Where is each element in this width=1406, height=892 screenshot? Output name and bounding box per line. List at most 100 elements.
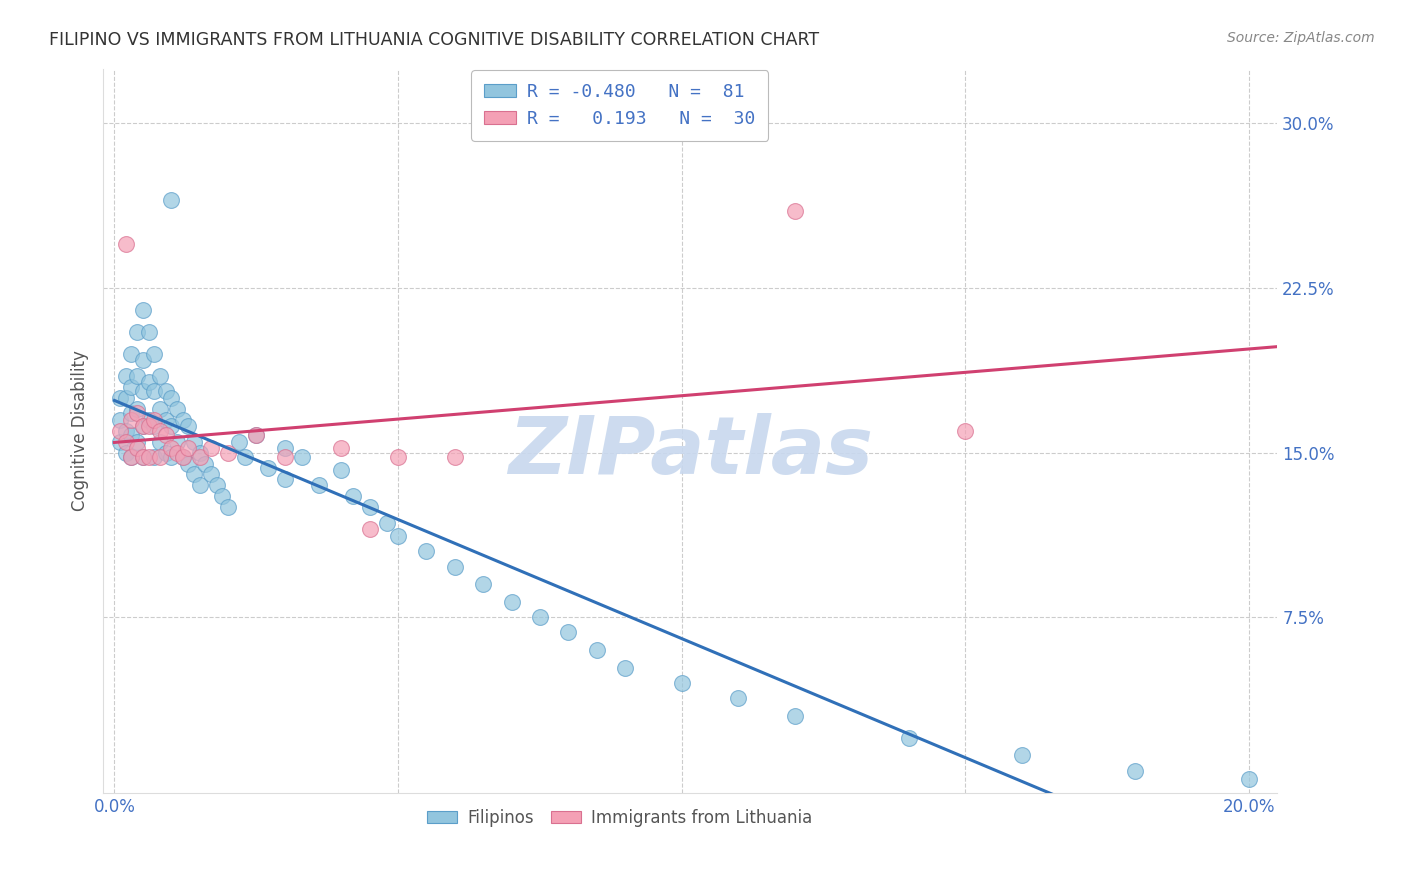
Point	[233, 450, 256, 464]
Point	[138, 412, 160, 426]
Point	[211, 490, 233, 504]
Point	[183, 434, 205, 449]
Point	[127, 406, 149, 420]
Point	[143, 450, 166, 464]
Point	[138, 450, 160, 464]
Point	[1125, 764, 1147, 778]
Point	[160, 193, 183, 207]
Point	[132, 419, 155, 434]
Point	[114, 368, 136, 383]
Point	[127, 401, 149, 416]
Point	[194, 457, 217, 471]
Point	[557, 625, 579, 640]
Point	[443, 450, 465, 464]
Point	[308, 478, 330, 492]
Point	[785, 204, 807, 219]
Point	[149, 424, 172, 438]
Point	[359, 522, 381, 536]
Point	[114, 424, 136, 438]
Point	[132, 450, 155, 464]
Point	[149, 450, 172, 464]
Point	[114, 391, 136, 405]
Point	[132, 384, 155, 398]
Point	[359, 500, 381, 515]
Point	[501, 595, 523, 609]
Point	[188, 445, 211, 459]
Point	[183, 467, 205, 482]
Point	[166, 401, 188, 416]
Point	[217, 445, 239, 459]
Point	[132, 450, 155, 464]
Y-axis label: Cognitive Disability: Cognitive Disability	[72, 351, 89, 511]
Point	[245, 428, 267, 442]
Point	[138, 419, 160, 434]
Point	[330, 441, 353, 455]
Point	[149, 368, 172, 383]
Point	[121, 450, 143, 464]
Point	[217, 500, 239, 515]
Point	[138, 376, 160, 390]
Point	[671, 676, 693, 690]
Point	[114, 445, 136, 459]
Point	[143, 347, 166, 361]
Point	[155, 428, 177, 442]
Point	[897, 731, 920, 745]
Point	[387, 450, 409, 464]
Point	[200, 467, 222, 482]
Point	[108, 424, 131, 438]
Point	[955, 424, 977, 438]
Point	[529, 610, 551, 624]
Point	[177, 457, 200, 471]
Point	[166, 445, 188, 459]
Text: FILIPINO VS IMMIGRANTS FROM LITHUANIA COGNITIVE DISABILITY CORRELATION CHART: FILIPINO VS IMMIGRANTS FROM LITHUANIA CO…	[49, 31, 820, 49]
Text: Source: ZipAtlas.com: Source: ZipAtlas.com	[1227, 31, 1375, 45]
Point	[160, 391, 183, 405]
Point	[342, 490, 364, 504]
Point	[143, 384, 166, 398]
Point	[472, 577, 495, 591]
Point	[108, 391, 131, 405]
Point	[172, 450, 194, 464]
Point	[245, 428, 267, 442]
Point	[291, 450, 314, 464]
Point	[273, 450, 295, 464]
Point	[443, 559, 465, 574]
Point	[228, 434, 250, 449]
Point	[121, 428, 143, 442]
Point	[114, 237, 136, 252]
Point	[785, 709, 807, 723]
Point	[149, 401, 172, 416]
Point	[160, 441, 183, 455]
Point	[127, 325, 149, 339]
Point	[188, 478, 211, 492]
Point	[177, 441, 200, 455]
Point	[143, 412, 166, 426]
Point	[177, 419, 200, 434]
Point	[108, 412, 131, 426]
Point	[273, 441, 295, 455]
Point	[121, 412, 143, 426]
Point	[143, 419, 166, 434]
Point	[172, 450, 194, 464]
Point	[205, 478, 228, 492]
Point	[121, 347, 143, 361]
Point	[132, 419, 155, 434]
Point	[132, 302, 155, 317]
Point	[108, 434, 131, 449]
Text: ZIPatlas: ZIPatlas	[508, 413, 873, 491]
Point	[256, 461, 278, 475]
Point	[727, 691, 749, 706]
Point	[1237, 772, 1260, 787]
Point	[127, 441, 149, 455]
Point	[330, 463, 353, 477]
Point	[200, 441, 222, 455]
Legend: Filipinos, Immigrants from Lithuania: Filipinos, Immigrants from Lithuania	[419, 800, 820, 835]
Point	[1011, 748, 1033, 763]
Point	[387, 529, 409, 543]
Point	[415, 544, 437, 558]
Point	[166, 434, 188, 449]
Point	[138, 325, 160, 339]
Point	[114, 434, 136, 449]
Point	[273, 472, 295, 486]
Point	[121, 380, 143, 394]
